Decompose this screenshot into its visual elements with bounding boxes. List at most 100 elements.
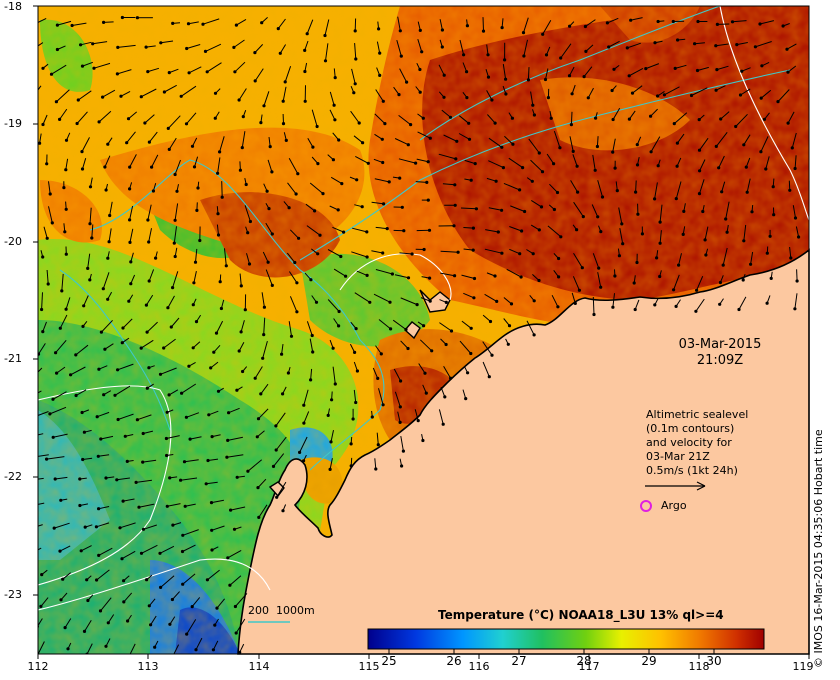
velocity-arrow-head: [424, 391, 428, 395]
velocity-arrow: [699, 137, 709, 151]
velocity-arrow-head: [649, 150, 653, 154]
velocity-arrow-head: [509, 302, 514, 306]
velocity-arrow-head: [361, 141, 365, 145]
velocity-arrow: [263, 91, 270, 106]
velocity-arrow: [38, 502, 45, 505]
velocity-arrow: [235, 593, 248, 607]
velocity-arrow-head: [522, 54, 526, 58]
velocity-arrow-head: [318, 233, 322, 237]
velocity-arrow-head: [305, 32, 309, 36]
velocity-arrow-head: [715, 22, 720, 26]
velocity-arrow: [553, 130, 561, 148]
velocity-arrow-head: [139, 346, 143, 350]
velocity-arrow-head: [121, 499, 125, 503]
velocity-arrow-head: [500, 26, 504, 30]
velocity-arrow: [286, 252, 296, 263]
velocity-arrow: [486, 90, 493, 101]
velocity-arrow: [459, 340, 472, 354]
velocity-arrow: [378, 319, 391, 330]
velocity-arrow: [65, 297, 71, 310]
observation-timestamp: 03-Mar-2015 21:09Z: [662, 337, 778, 369]
velocity-arrow: [715, 131, 728, 147]
velocity-arrow: [464, 159, 476, 165]
velocity-arrow-head: [150, 165, 154, 169]
velocity-arrow: [531, 199, 542, 208]
velocity-arrow-head: [41, 122, 45, 127]
velocity-arrow-head: [759, 96, 763, 100]
velocity-arrow-head: [520, 229, 524, 233]
velocity-arrow-head: [453, 274, 457, 278]
velocity-arrow-head: [123, 434, 127, 438]
velocity-arrow: [438, 153, 456, 160]
velocity-arrow-head: [96, 454, 100, 458]
velocity-arrow-head: [165, 453, 169, 458]
velocity-arrow-head: [62, 186, 66, 190]
velocity-arrow-head: [104, 188, 108, 192]
velocity-arrow-head: [546, 96, 551, 100]
velocity-arrow: [146, 45, 156, 48]
velocity-arrow-head: [313, 209, 317, 213]
velocity-arrow: [172, 591, 180, 600]
velocity-arrow: [137, 414, 152, 421]
velocity-arrow-head: [280, 352, 284, 356]
velocity-arrow-head: [97, 507, 101, 511]
velocity-arrow-head: [365, 230, 369, 234]
velocity-arrow-head: [113, 393, 117, 397]
velocity-arrow: [607, 17, 619, 24]
velocity-arrow: [98, 454, 110, 457]
velocity-arrow: [394, 274, 409, 279]
velocity-arrow-head: [464, 397, 468, 401]
velocity-arrow-head: [184, 122, 189, 126]
argo-label: Argo: [661, 499, 687, 512]
velocity-arrow-head: [613, 274, 617, 278]
velocity-arrow-head: [557, 256, 561, 261]
velocity-arrow: [226, 454, 244, 458]
velocity-arrow-head: [378, 73, 382, 77]
velocity-arrow-head: [82, 430, 86, 434]
velocity-arrows: [38, 15, 801, 654]
velocity-arrow-head: [182, 460, 187, 464]
velocity-arrow: [289, 229, 299, 239]
velocity-arrow-head: [125, 459, 129, 463]
velocity-arrow-head: [129, 260, 133, 264]
velocity-arrow-head: [238, 650, 242, 654]
velocity-arrow-head: [456, 250, 460, 254]
velocity-arrow-head: [145, 578, 149, 582]
velocity-arrow-head: [196, 186, 200, 190]
velocity-arrow: [738, 296, 747, 310]
colorbar-tick-label: 27: [511, 654, 527, 668]
velocity-arrow-head: [191, 303, 195, 307]
velocity-arrow-head: [504, 92, 508, 96]
velocity-arrow-head: [469, 178, 473, 182]
velocity-arrow-head: [797, 235, 801, 239]
velocity-arrow-head: [635, 260, 639, 265]
velocity-arrow-head: [398, 405, 402, 409]
velocity-arrow: [645, 63, 660, 70]
velocity-arrow-head: [575, 228, 579, 232]
velocity-arrow: [416, 158, 429, 163]
velocity-arrow-head: [640, 232, 645, 236]
velocity-arrow-head: [701, 209, 705, 214]
velocity-arrow: [51, 64, 67, 75]
velocity-arrow-head: [316, 162, 320, 166]
velocity-arrow: [697, 66, 709, 71]
velocity-arrow-head: [568, 24, 572, 28]
velocity-arrow-head: [738, 93, 743, 97]
velocity-arrow-head: [340, 182, 344, 186]
velocity-arrow: [664, 86, 680, 96]
velocity-arrow: [325, 43, 329, 61]
velocity-arrow-head: [353, 82, 357, 86]
velocity-arrow-head: [270, 232, 274, 236]
velocity-arrow-head: [442, 95, 446, 99]
velocity-arrow-head: [219, 306, 223, 311]
velocity-arrow-head: [703, 238, 707, 242]
velocity-arrow: [572, 276, 580, 291]
velocity-arrow-head: [303, 99, 307, 103]
velocity-arrow-head: [267, 207, 271, 211]
velocity-arrow-head: [354, 327, 358, 331]
velocity-arrow: [121, 550, 136, 560]
velocity-arrow: [694, 42, 705, 45]
velocity-arrow-head: [537, 228, 541, 232]
velocity-arrow: [116, 477, 130, 481]
velocity-arrow: [206, 62, 222, 73]
